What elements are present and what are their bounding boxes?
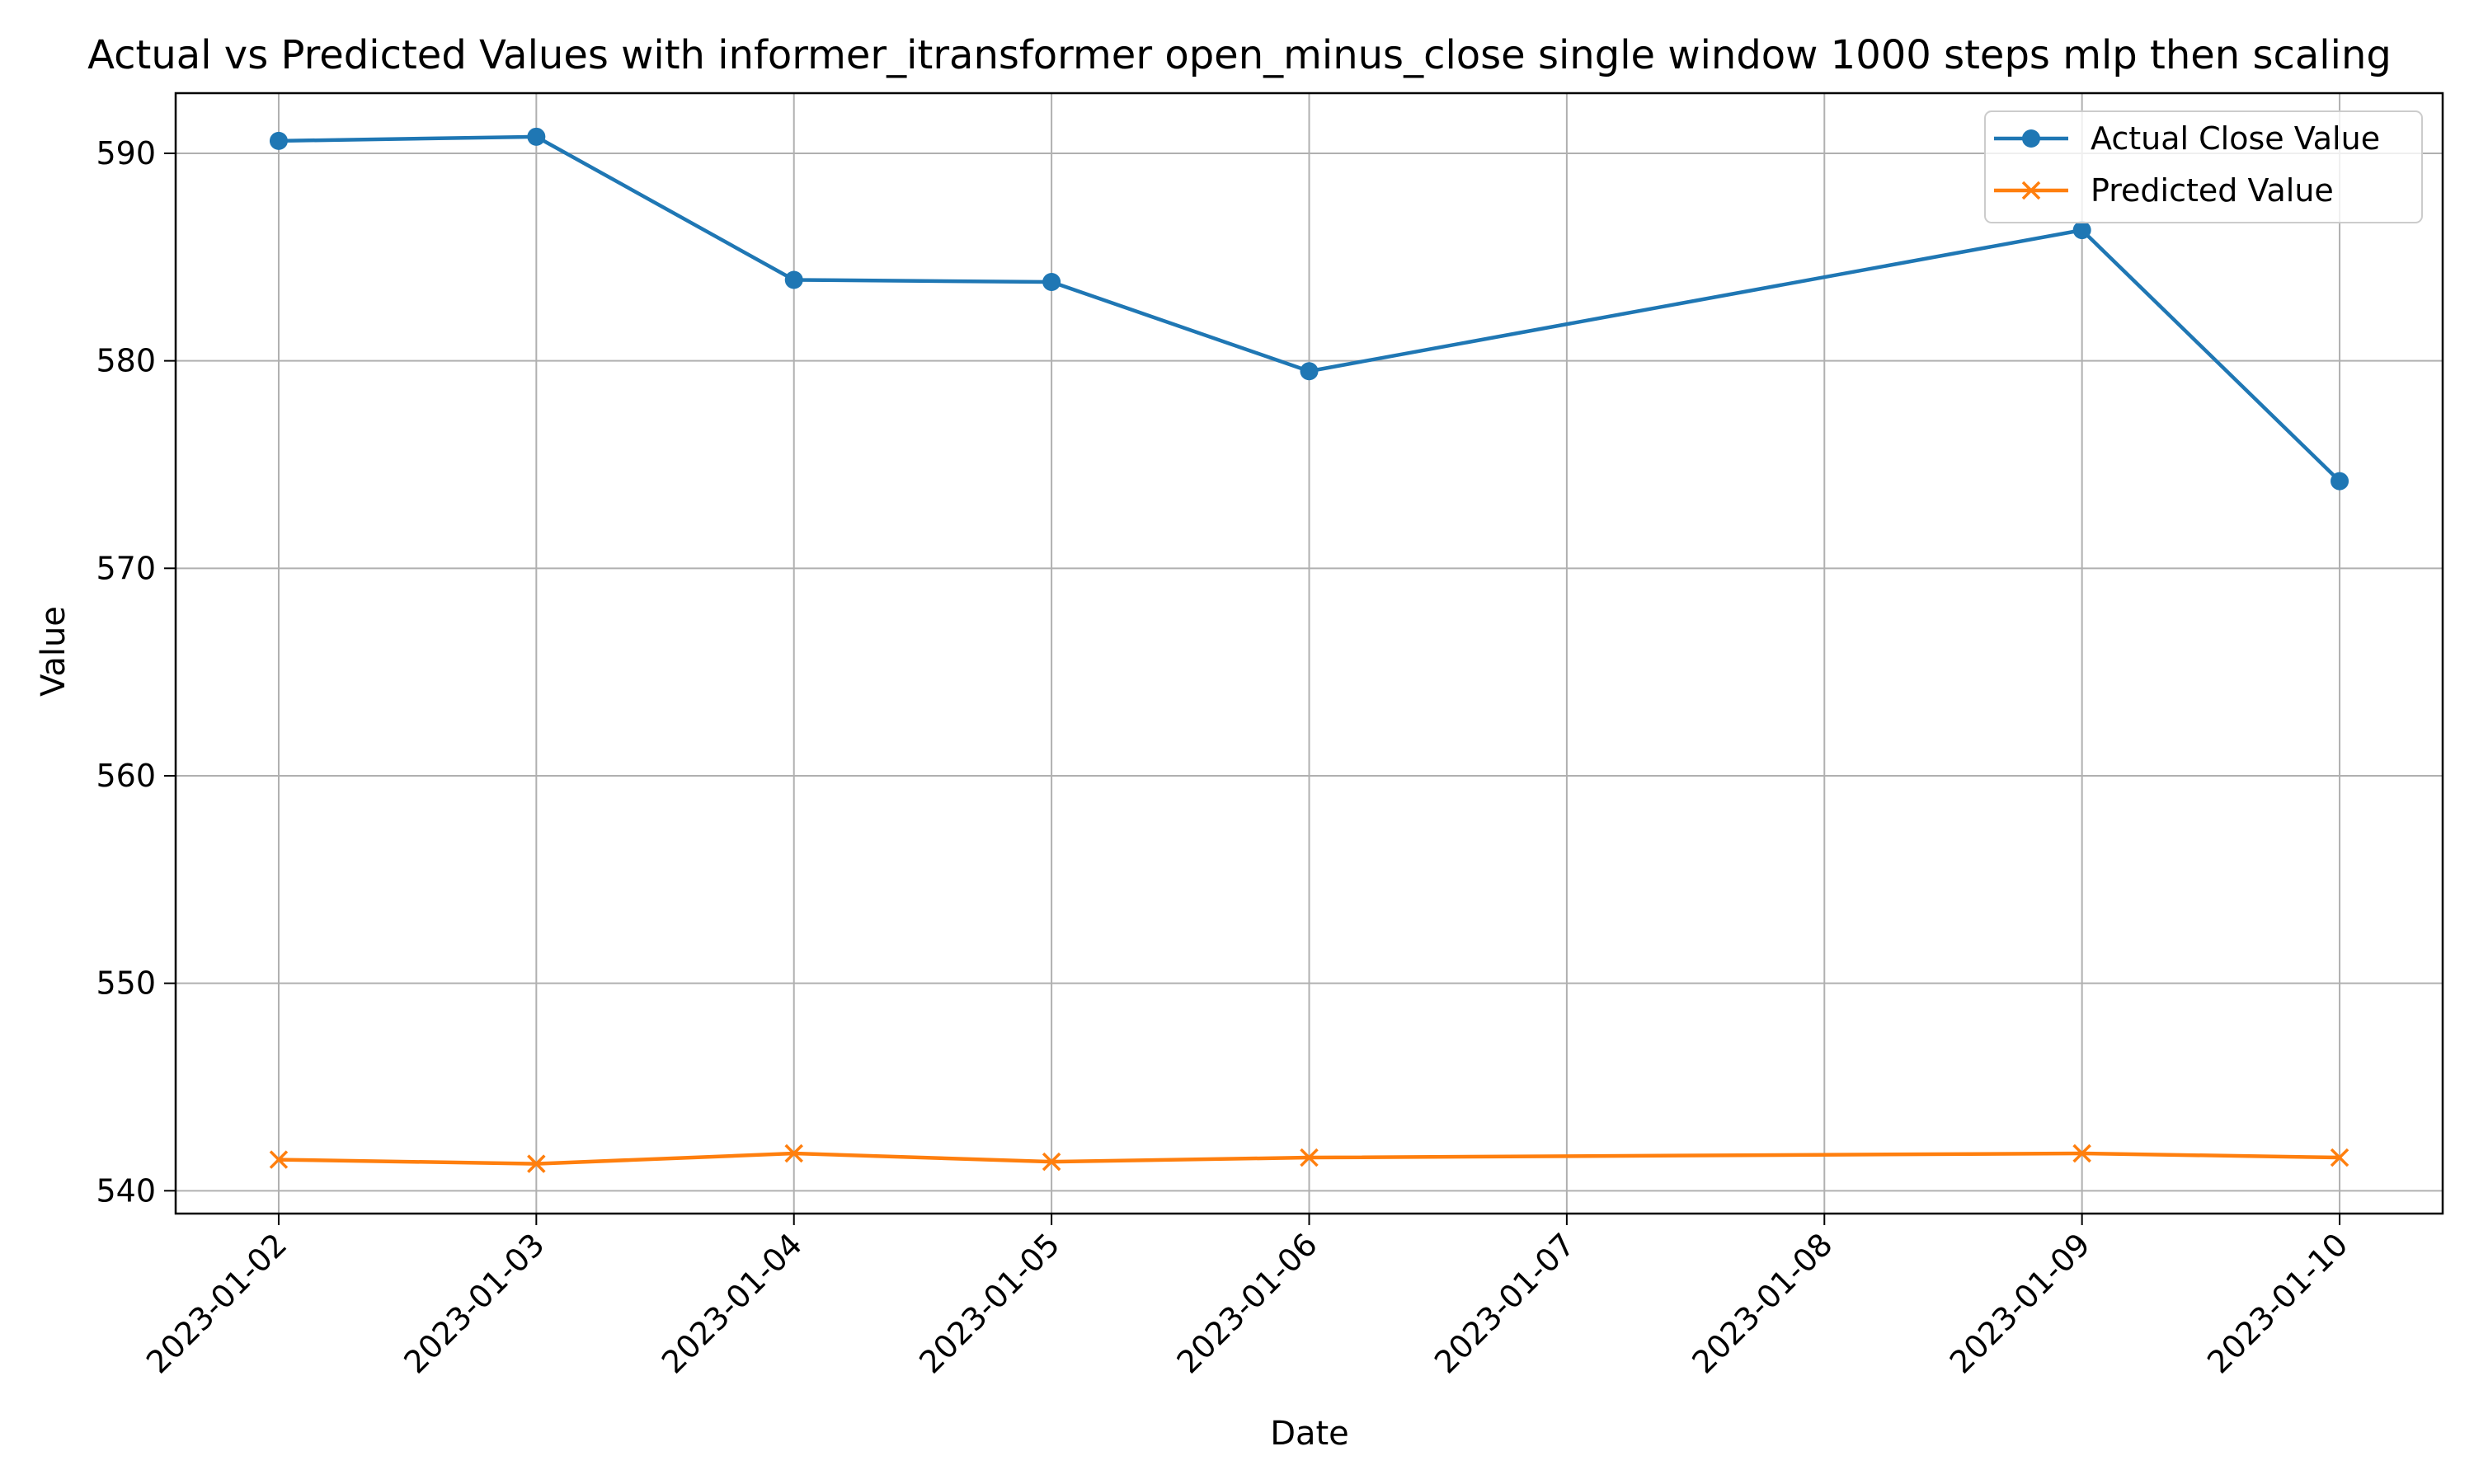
x-tick-label: 2023-01-06 [1170,1226,1324,1380]
legend-frame [1984,110,2423,223]
legend-items: Actual Close Value Predicted Value [1994,120,2380,209]
series-layer [269,127,2349,1173]
data-point-predicted [1042,1152,1061,1172]
legend-marker-predicted [2021,181,2041,200]
y-tick-label: 560 [96,758,156,794]
x-tick-label: 2023-01-07 [1427,1226,1582,1380]
data-point-predicted [2330,1148,2349,1167]
x-axis-label: Date [1270,1415,1349,1453]
legend-label-predicted: Predicted Value [2091,172,2334,209]
data-point-predicted [2072,1144,2091,1163]
y-tick-label: 540 [96,1172,156,1209]
x-tick-label: 2023-01-03 [397,1226,551,1380]
y-axis-label: Value [35,606,73,697]
data-point-predicted [527,1154,546,1173]
y-tick-label: 550 [96,965,156,1002]
x-tick-label: 2023-01-09 [1943,1226,2097,1380]
y-tick-label: 590 [96,135,156,171]
y-tick-label: 580 [96,343,156,379]
data-point-actual [1300,362,1319,381]
data-point-actual [784,270,803,289]
x-tick-label: 2023-01-02 [139,1226,294,1380]
x-tick-label: 2023-01-10 [2200,1226,2354,1380]
grid-layer [176,93,2443,1214]
data-point-actual [2331,472,2349,491]
x-tick-label: 2023-01-04 [655,1226,809,1380]
data-point-predicted [269,1150,289,1169]
data-point-predicted [784,1144,803,1163]
legend: Actual Close Value Predicted Value [1984,110,2423,223]
x-tick-label: 2023-01-05 [912,1226,1066,1380]
chart-title: Actual vs Predicted Values with informer… [87,32,2392,78]
legend-marker-actual [2022,129,2040,148]
ticks-layer: 2023-01-02 2023-01-03 2023-01-04 2023-01-05… [96,135,2354,1381]
x-tick-label: 2023-01-08 [1685,1226,1839,1380]
data-point-actual [527,127,546,146]
data-point-predicted [1300,1148,1319,1167]
legend-label-actual: Actual Close Value [2091,120,2380,157]
data-point-actual [1042,273,1061,292]
data-point-actual [2072,221,2091,240]
data-point-actual [269,131,288,150]
y-tick-label: 570 [96,550,156,586]
